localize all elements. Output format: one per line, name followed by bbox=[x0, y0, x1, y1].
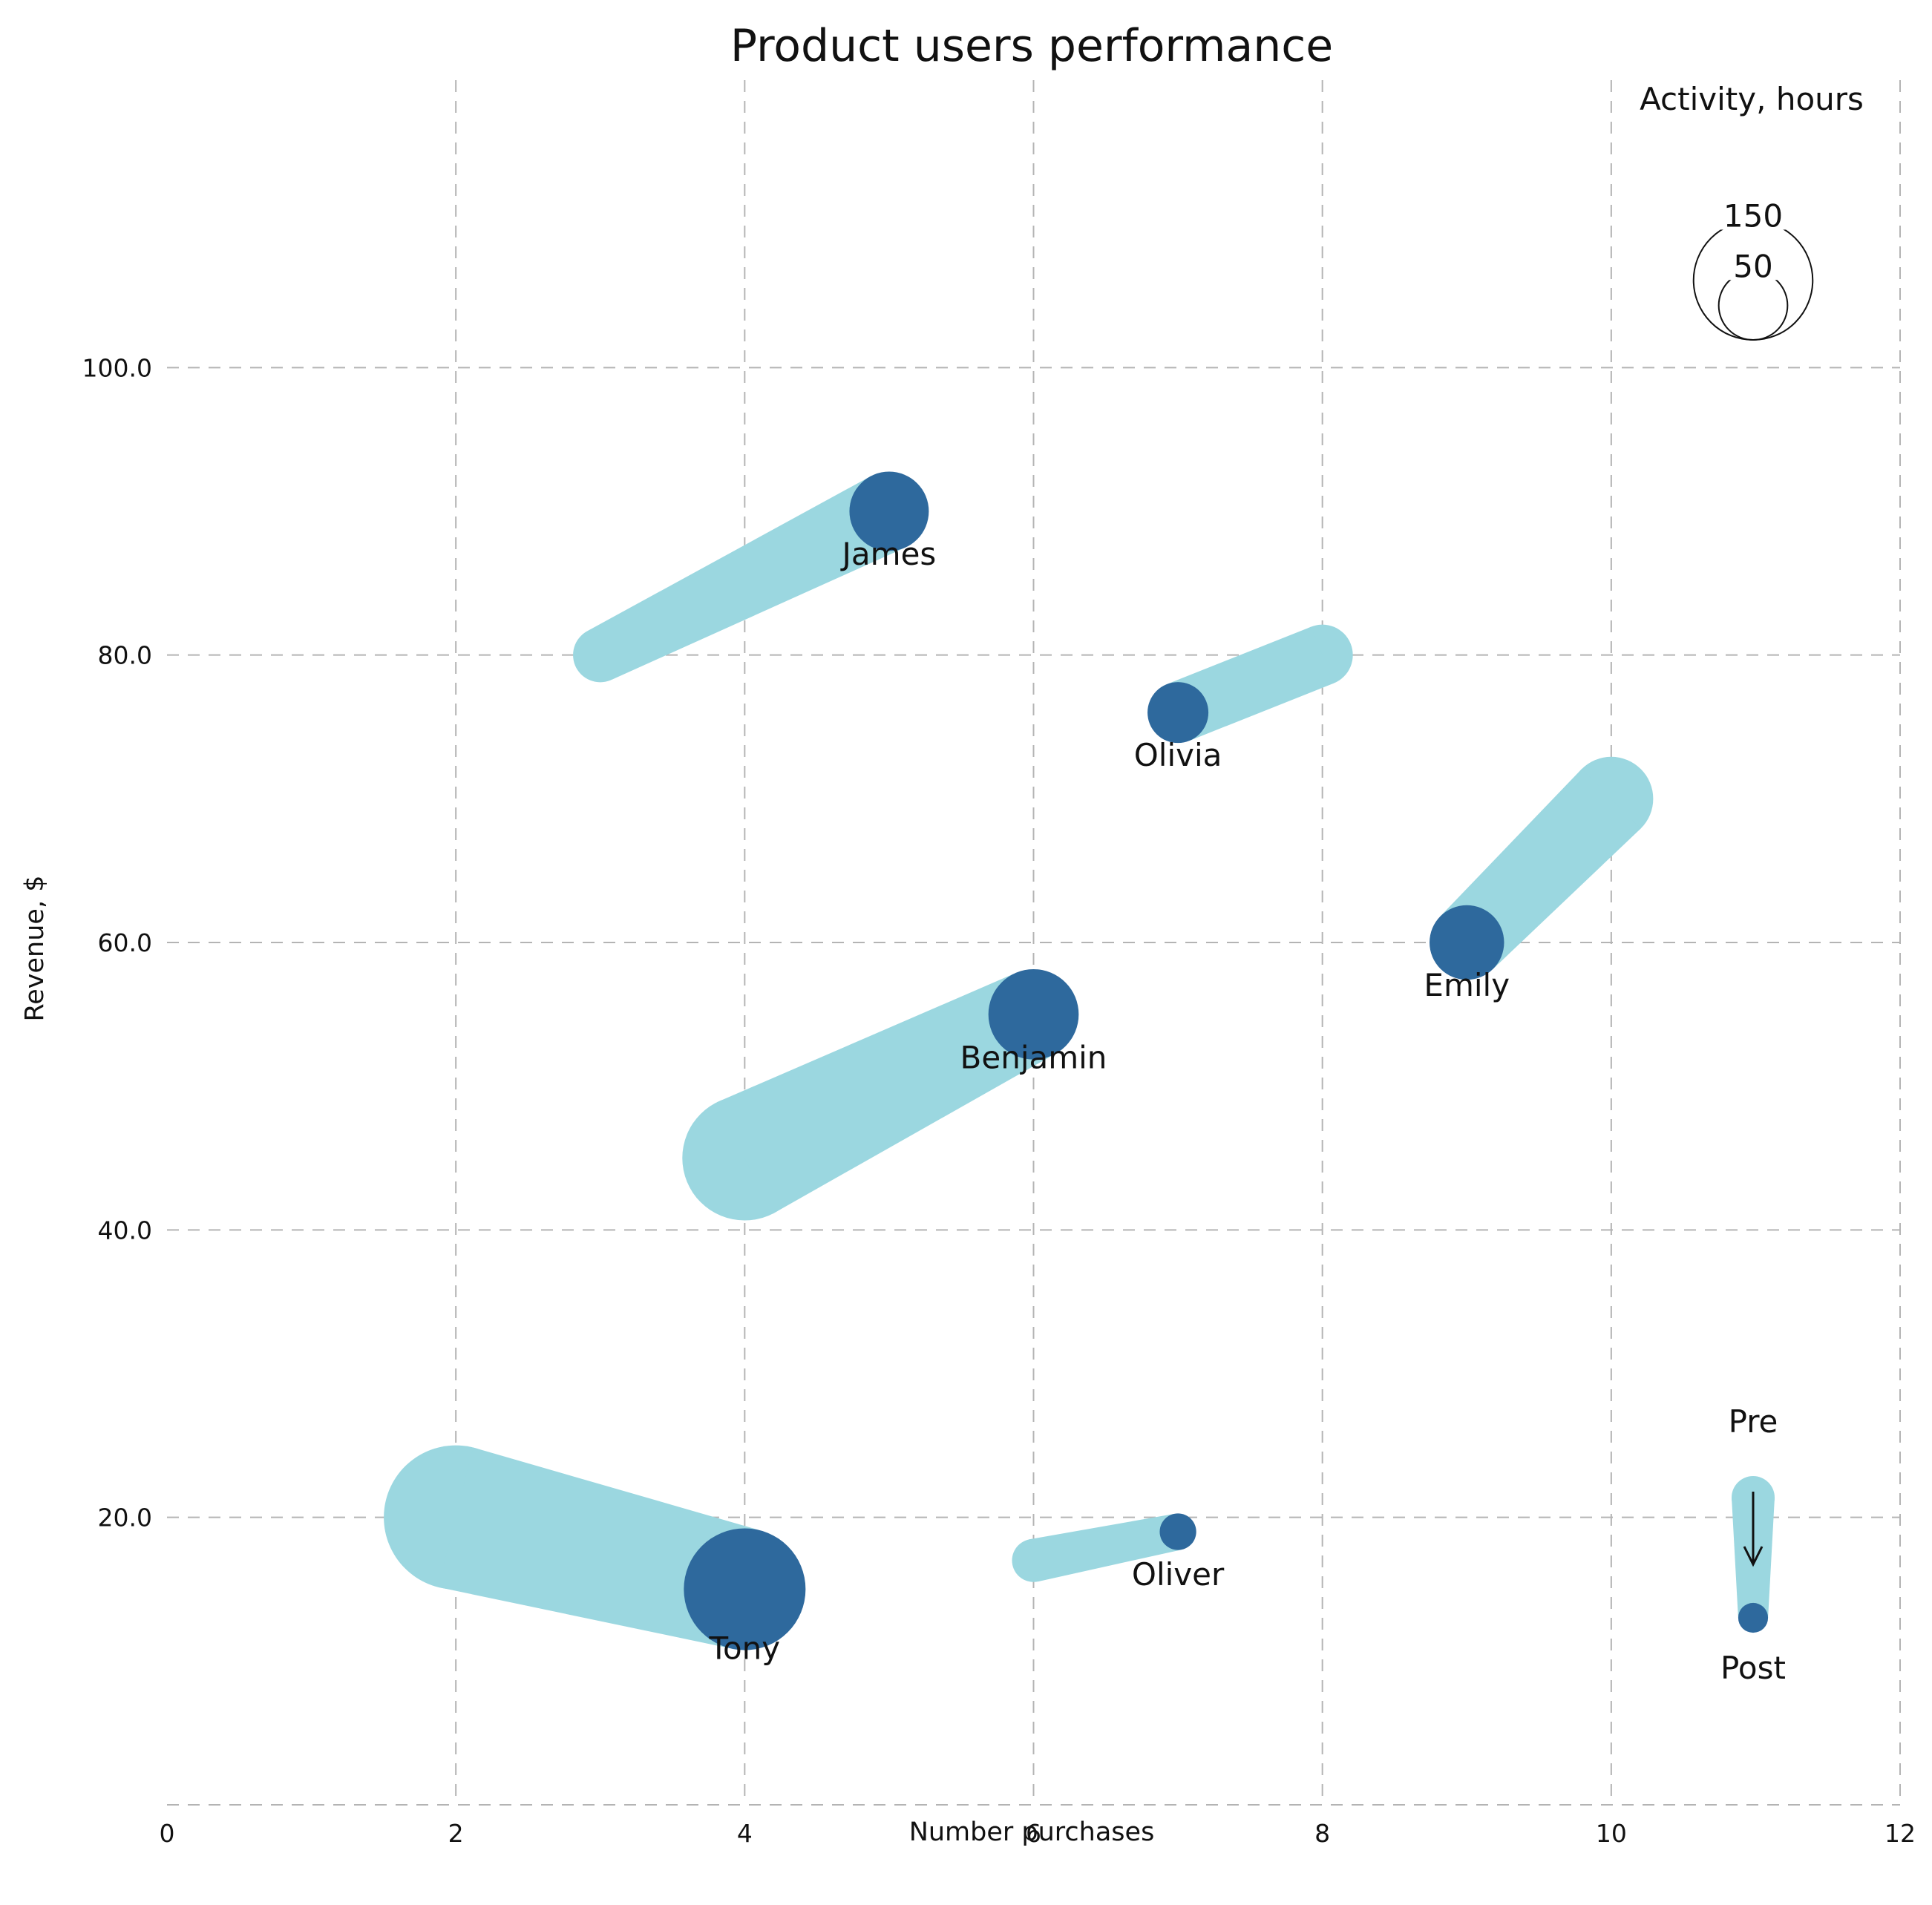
x-tick-label: 4 bbox=[737, 1819, 753, 1848]
y-tick-label: 20.0 bbox=[98, 1504, 152, 1532]
post-marker-olivia bbox=[1147, 682, 1209, 744]
post-marker-james bbox=[849, 471, 929, 551]
connector-benjamin bbox=[716, 974, 1054, 1214]
direction-legend-pre-label: Pre bbox=[1729, 1403, 1778, 1440]
user-label-james: James bbox=[840, 536, 937, 572]
post-marker-emily bbox=[1430, 905, 1504, 980]
connectors bbox=[438, 476, 1641, 1649]
user-label-olivia: Olivia bbox=[1134, 737, 1222, 773]
y-tick-label: 40.0 bbox=[98, 1216, 152, 1245]
connector-james bbox=[588, 476, 907, 680]
connector-oliver bbox=[1029, 1513, 1182, 1582]
size-legend-label-50: 50 bbox=[1733, 248, 1772, 284]
y-tick-label: 100.0 bbox=[82, 353, 152, 382]
x-tick-label: 2 bbox=[448, 1819, 464, 1848]
x-tick-label: 12 bbox=[1884, 1819, 1916, 1848]
size-legend-label-bg bbox=[1717, 250, 1789, 281]
x-tick-label: 8 bbox=[1314, 1819, 1330, 1848]
chart-title: Product users performance bbox=[730, 20, 1333, 72]
size-legend-title: Activity, hours bbox=[1640, 81, 1864, 117]
y-tick-label: 60.0 bbox=[98, 928, 152, 957]
size-legend-label-bg bbox=[1717, 200, 1789, 230]
post-circles bbox=[684, 471, 1504, 1650]
x-tick-label: 6 bbox=[1026, 1819, 1041, 1848]
connector-tony bbox=[438, 1447, 760, 1649]
user-label-benjamin: Benjamin bbox=[960, 1040, 1107, 1076]
grid bbox=[167, 80, 1901, 1806]
post-marker-tony bbox=[684, 1528, 806, 1650]
user-label-emily: Emily bbox=[1424, 967, 1510, 1003]
connector-olivia bbox=[1166, 626, 1334, 741]
direction-legend: Pre Post bbox=[1720, 1403, 1786, 1686]
post-marker-oliver bbox=[1159, 1513, 1196, 1550]
x-axis-label: Number purchases bbox=[909, 1817, 1155, 1847]
post-marker-benjamin bbox=[988, 969, 1079, 1060]
direction-legend-post-marker bbox=[1738, 1602, 1769, 1633]
user-label-tony: Tony bbox=[708, 1630, 780, 1667]
pre-ellipses bbox=[384, 624, 1654, 1590]
direction-arrow-head bbox=[1743, 1546, 1764, 1567]
size-legend-label-150: 150 bbox=[1723, 197, 1783, 234]
axis-ticks: 0 2 4 6 8 10 12 20.0 40.0 60.0 80.0 100.0 bbox=[82, 353, 1916, 1848]
y-tick-label: 80.0 bbox=[98, 641, 152, 670]
size-legend: Activity, hours 150 50 bbox=[1640, 81, 1864, 341]
direction-legend-post-label: Post bbox=[1720, 1650, 1786, 1686]
user-labels: James Olivia Emily Benjamin Tony Oliver bbox=[708, 536, 1510, 1667]
y-axis-label: Revenue, $ bbox=[20, 876, 50, 1022]
x-tick-label: 10 bbox=[1596, 1819, 1627, 1848]
user-label-oliver: Oliver bbox=[1132, 1556, 1225, 1593]
x-tick-label: 0 bbox=[160, 1819, 175, 1848]
